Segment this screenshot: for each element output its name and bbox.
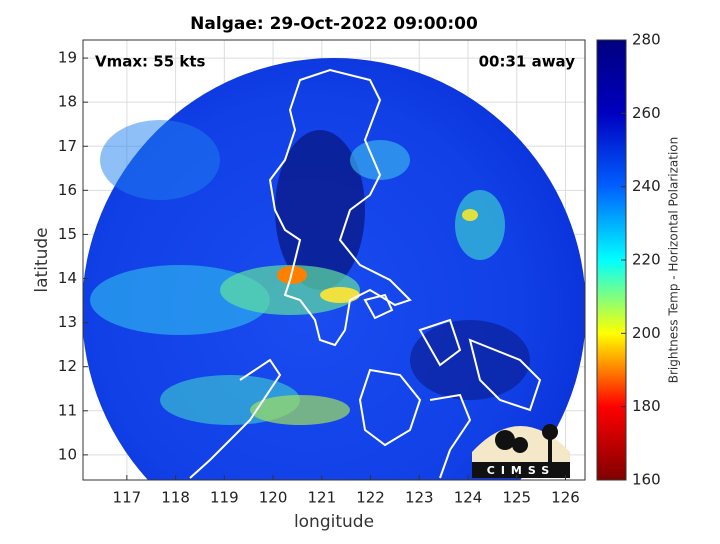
- title: Nalgae: 29-Oct-2022 09:00:00: [190, 14, 478, 34]
- y-tick-label: 15: [58, 225, 77, 243]
- brightness-field: [83, 58, 585, 480]
- x-tick-label: 118: [161, 489, 190, 507]
- colorbar-tick-label: 200: [632, 324, 661, 342]
- y-tick-label: 12: [58, 357, 77, 375]
- colorbar-tick-label: 180: [632, 397, 661, 415]
- y-tick-label: 13: [58, 313, 77, 331]
- x-tick-label: 123: [405, 489, 434, 507]
- colorbar-tick-label: 280: [632, 31, 661, 49]
- colorbar-tick-label: 260: [632, 104, 661, 122]
- x-tick-label: 126: [551, 489, 580, 507]
- x-tick-label: 120: [259, 489, 288, 507]
- vmax-label: Vmax: 55 kts: [95, 53, 205, 71]
- y-tick-label: 16: [58, 181, 77, 199]
- y-tick-label: 10: [58, 445, 77, 463]
- x-tick-label: 125: [502, 489, 531, 507]
- x-tick-label: 117: [113, 489, 142, 507]
- colorbar-tick-label: 160: [632, 471, 661, 489]
- x-tick-label: 121: [307, 489, 336, 507]
- x-tick-label: 124: [454, 489, 483, 507]
- plot-frame: [82, 39, 586, 481]
- colorbar-tick-label: 220: [632, 251, 661, 269]
- y-tick-label: 17: [58, 137, 77, 155]
- y-axis-label: latitude: [32, 227, 52, 292]
- colorbar-label: Brightness Temp - Horizontal Polarizatio…: [667, 137, 681, 384]
- logo: CIMSS: [472, 424, 570, 478]
- y-tick-label: 14: [58, 269, 77, 287]
- y-tick-label: 18: [58, 93, 77, 111]
- coastlines: [189, 68, 542, 479]
- x-axis-label: longitude: [294, 512, 374, 532]
- y-tick-label: 19: [58, 49, 77, 67]
- colorbar-tick-label: 240: [632, 177, 661, 195]
- y-tick-label: 11: [58, 401, 77, 419]
- logo-text: CIMSS: [487, 464, 555, 477]
- time-label: 00:31 away: [479, 53, 576, 71]
- x-tick-label: 119: [210, 489, 239, 507]
- x-tick-label: 122: [356, 489, 385, 507]
